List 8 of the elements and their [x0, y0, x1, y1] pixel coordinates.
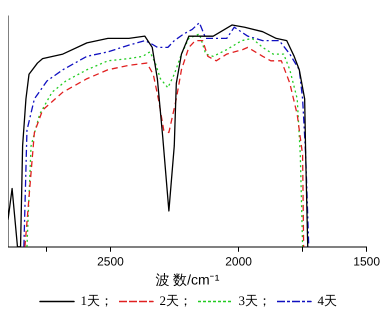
x-tick-label: 2000 — [225, 254, 252, 268]
legend-label: 2天； — [160, 292, 192, 308]
x-tick-label: 1500 — [353, 254, 380, 268]
x-axis-title: 波 数/cm⁻¹ — [155, 271, 220, 288]
legend-label: 3天； — [238, 292, 271, 308]
legend-label: 4天 — [318, 292, 337, 308]
x-tick-label: 2500 — [97, 254, 124, 268]
legend-label: 1天； — [80, 292, 113, 308]
